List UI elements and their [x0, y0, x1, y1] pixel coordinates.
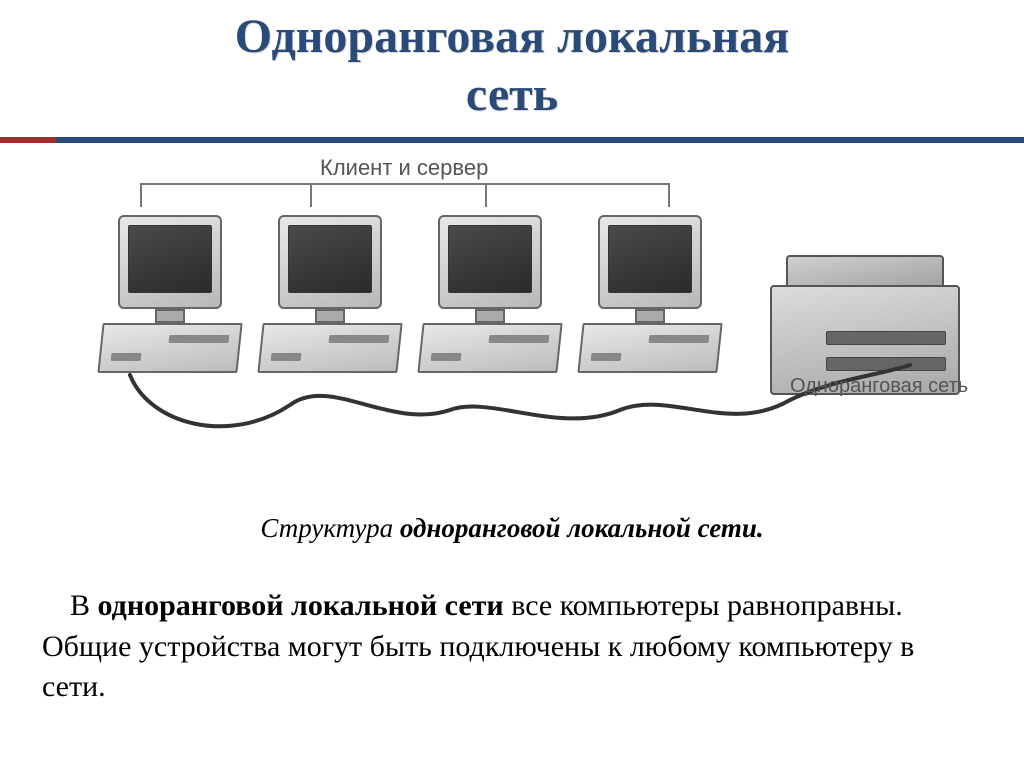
- body-paragraph: В одноранговой локальной сети все компью…: [42, 586, 982, 708]
- network-diagram: Клиент и сервер Одноранговая сеть: [90, 155, 996, 505]
- slide-title: Одноранговая локальная сеть: [0, 0, 1024, 123]
- body-prefix: В: [70, 589, 98, 622]
- title-underline: [0, 137, 1024, 143]
- diagram-top-label: Клиент и сервер: [320, 155, 488, 181]
- underline-accent-right: [56, 137, 1024, 143]
- caption-bold: одноранговой локальной сети.: [400, 513, 764, 543]
- network-cable: [90, 355, 990, 475]
- title-line-1: Одноранговая локальная: [0, 8, 1024, 66]
- underline-accent-left: [0, 137, 56, 143]
- bracket-tick: [485, 183, 487, 207]
- bracket-tick: [310, 183, 312, 207]
- diagram-side-label: Одноранговая сеть: [790, 375, 968, 398]
- title-line-2: сеть: [0, 66, 1024, 124]
- diagram-bracket: [140, 183, 670, 207]
- diagram-caption: Структура одноранговой локальной сети.: [0, 513, 1024, 544]
- caption-prefix: Структура: [260, 513, 400, 543]
- body-bold: одноранговой локальной сети: [98, 589, 504, 622]
